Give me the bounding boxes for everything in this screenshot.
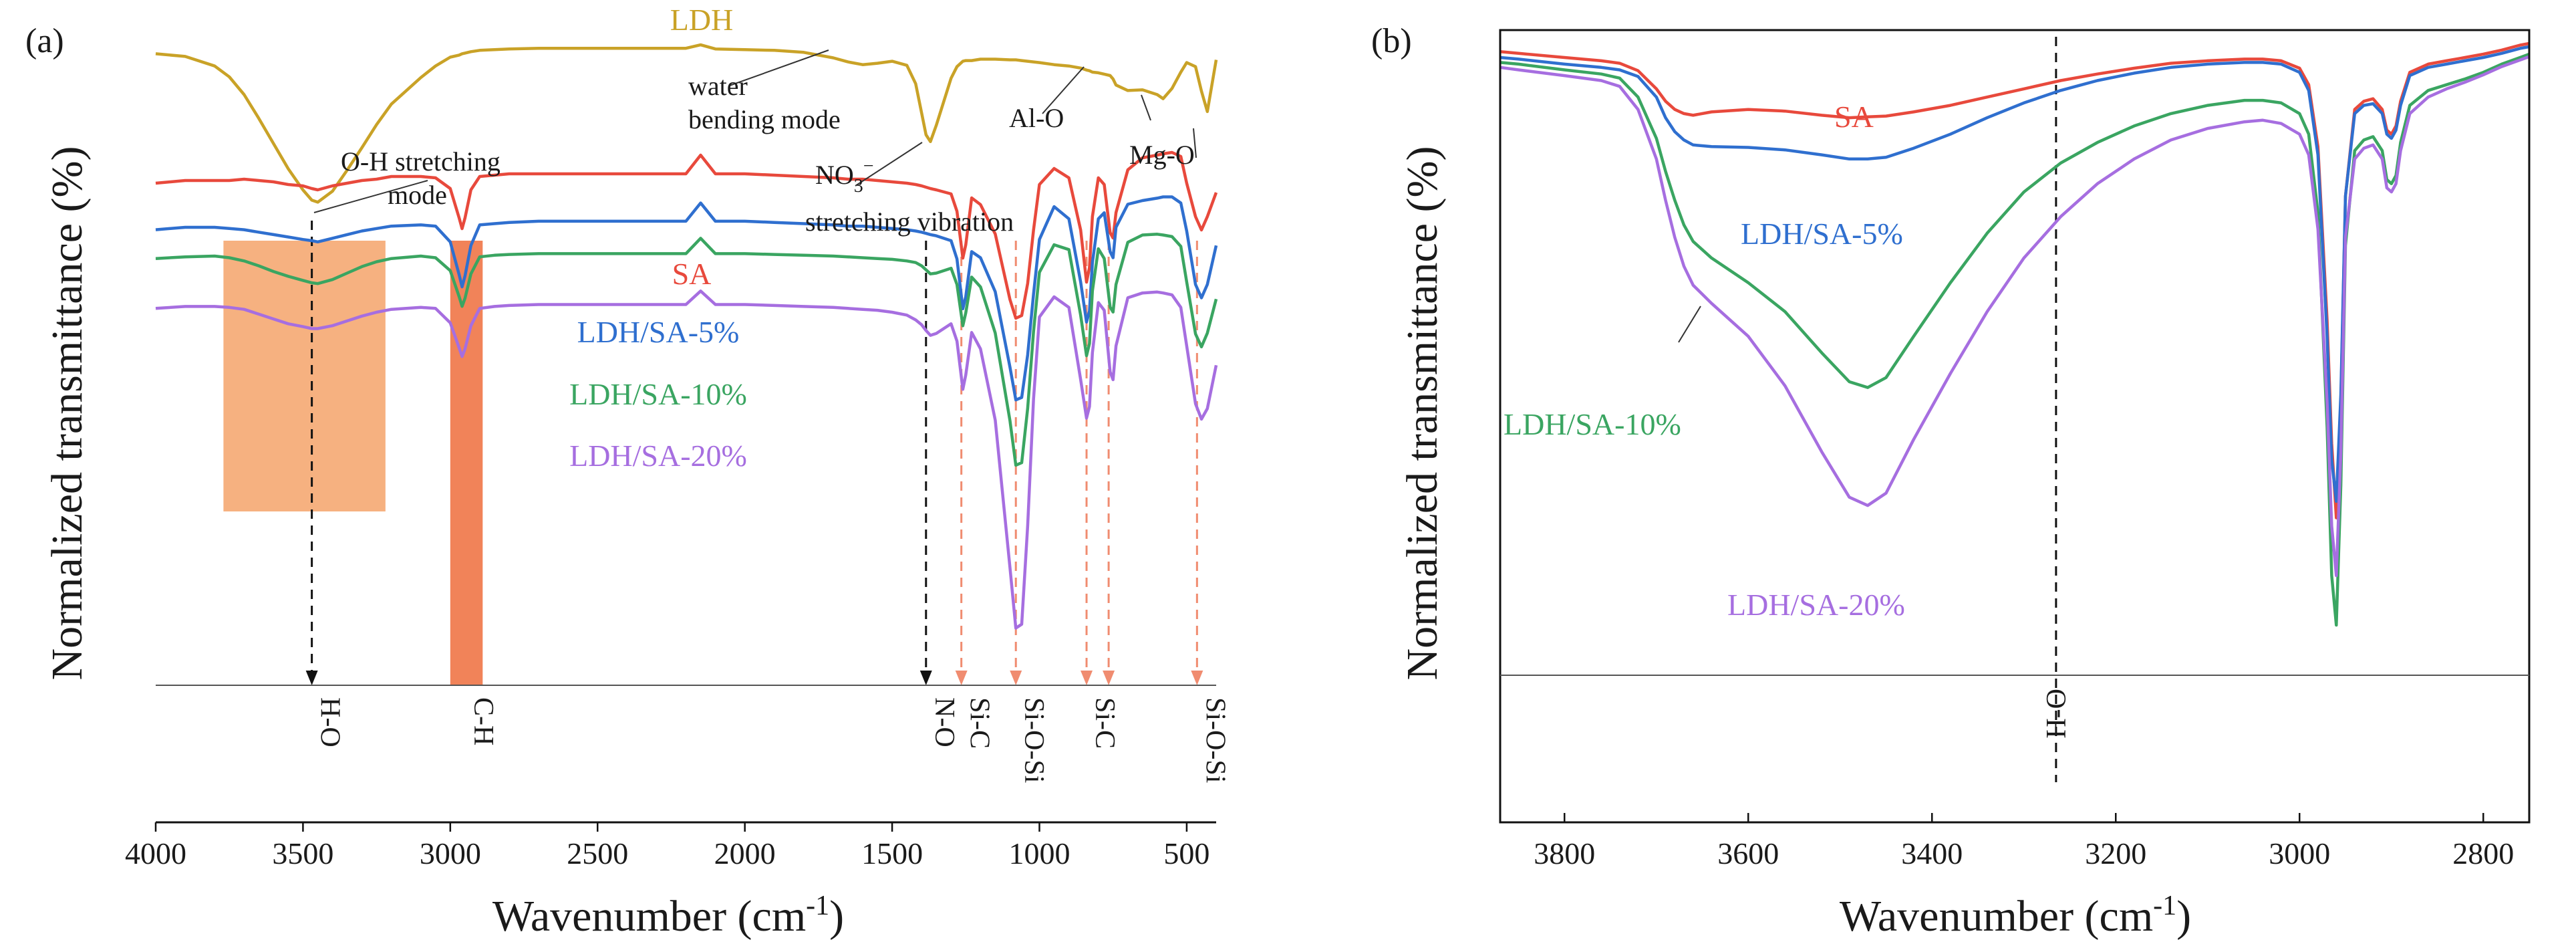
series-line-ldh-sa-10 bbox=[1499, 52, 2530, 627]
panel-a: (a) H-O C-H N-O Si-C Si-O-Si Si-C Si-O-Si LDHS… bbox=[25, 3, 1230, 941]
x-tick-label-3500: 3500 bbox=[272, 836, 333, 870]
ref-arrowhead-0 bbox=[305, 671, 318, 685]
x-tick-label-2500: 2500 bbox=[567, 836, 628, 870]
panel-a-axes: 4000 3500 3000 2500 2000 1500 1000 500 bbox=[125, 685, 1216, 870]
panel-b-series-group: SA LDH/SA-5% LDH/SA-10% LDH/SA-20% bbox=[1499, 41, 2530, 627]
series-label-ldh-sa-20: LDH/SA-20% bbox=[1727, 588, 1905, 622]
panel-b-plot-frame bbox=[1499, 29, 2531, 824]
series-line-sa bbox=[1499, 41, 2530, 519]
series-label-ldh-sa-5: LDH/SA-5% bbox=[577, 315, 740, 349]
ref-label-h-o: H-O bbox=[2041, 689, 2072, 739]
series-line-ldh-sa-20 bbox=[1499, 55, 2530, 578]
no3-pointer bbox=[855, 142, 923, 187]
panel-b-axes: 3800 3600 3400 3200 3000 2800 bbox=[1499, 29, 2531, 870]
series-label-ldh: LDH bbox=[670, 3, 734, 37]
panel-b-x-axis-title: Wavenumber (cm-1) bbox=[1840, 891, 2191, 941]
ref-arrowhead-6 bbox=[1103, 671, 1115, 685]
mgo-pointer-2 bbox=[1193, 128, 1197, 158]
series-line-sa bbox=[155, 150, 1218, 320]
ref-label-si-o-si-7: Si-O-Si bbox=[1199, 697, 1230, 783]
ref-label-si-c-5: Si-C bbox=[1089, 697, 1120, 749]
oh-annotation-line2: mode bbox=[388, 180, 447, 210]
alo-pointer bbox=[1042, 66, 1085, 114]
panel-a-annotation-pointers bbox=[313, 49, 1197, 213]
ref-arrowhead-7 bbox=[1191, 671, 1203, 685]
x-tick-label-3600: 3600 bbox=[1717, 836, 1779, 870]
series-label-ldh-sa-5: LDH/SA-5% bbox=[1741, 217, 1903, 251]
panel-a-y-axis-title: Normalized transmittance (%) bbox=[43, 146, 92, 681]
ref-label-h-o-0: H-O bbox=[315, 697, 345, 747]
panel-b-label: (b) bbox=[1371, 22, 1412, 60]
ref-label-c-h-1: C-H bbox=[468, 697, 498, 745]
panel-b: (b) H-O SALDH/SA-5%LDH/SA-10%LDH/SA-20% … bbox=[1371, 22, 2531, 941]
ref-arrowhead-2 bbox=[919, 671, 932, 685]
series-label-ldh-sa-20: LDH/SA-20% bbox=[569, 439, 747, 473]
highlight-band-c-h bbox=[450, 241, 483, 685]
panel-a-series-group: LDH SA LDH/SA-5% LDH/SA-10% LDH/SA-20% bbox=[155, 3, 1218, 630]
highlight-band-h-o bbox=[223, 241, 386, 511]
x-tick-label-3400: 3400 bbox=[1901, 836, 1963, 870]
ref-label-si-o-si-4: Si-O-Si bbox=[1018, 697, 1049, 783]
series-label-sa: SA bbox=[672, 257, 712, 291]
x-tick-label-1000: 1000 bbox=[1009, 836, 1070, 870]
panel-a-highlight-bands bbox=[223, 241, 483, 685]
x-tick-label-2800: 2800 bbox=[2452, 836, 2514, 870]
x-tick-label-500: 500 bbox=[1163, 836, 1209, 870]
x-tick-label-1500: 1500 bbox=[861, 836, 923, 870]
series-label-ldh-sa-10: LDH/SA-10% bbox=[1504, 407, 1681, 441]
series-label-ldh-sa-10: LDH/SA-10% bbox=[569, 377, 747, 411]
series-line-ldh-sa-5 bbox=[1499, 45, 2530, 503]
x-tick-label-3000: 3000 bbox=[2269, 836, 2330, 870]
ref-arrowhead-4 bbox=[1010, 671, 1022, 685]
mgo-annotation: Mg-O bbox=[1129, 140, 1195, 170]
series-line-ldh-sa-10 bbox=[155, 233, 1218, 467]
ref-label-si-c-3: Si-C bbox=[964, 697, 995, 749]
panel-b-reference-lines: H-O bbox=[2041, 37, 2072, 782]
no3-annotation-line1: NO3− bbox=[815, 156, 874, 197]
panel-a-x-axis-title: Wavenumber (cm-1) bbox=[492, 891, 844, 941]
ldh-sa-10-pointer bbox=[1678, 306, 1701, 343]
x-tick-label-2000: 2000 bbox=[714, 836, 776, 870]
x-tick-label-3200: 3200 bbox=[2085, 836, 2146, 870]
series-line-ldh-sa-5 bbox=[155, 195, 1218, 402]
no3-annotation-line2: stretching vibration bbox=[805, 207, 1014, 237]
ref-arrowhead-5 bbox=[1081, 671, 1093, 685]
x-tick-label-4000: 4000 bbox=[125, 836, 186, 870]
x-tick-label-3800: 3800 bbox=[1534, 836, 1595, 870]
series-label-sa: SA bbox=[1834, 100, 1874, 134]
ref-label-n-o-2: N-O bbox=[929, 697, 960, 747]
panel-a-label: (a) bbox=[25, 22, 64, 60]
ref-arrowhead-3 bbox=[955, 671, 968, 685]
mgo-pointer-1 bbox=[1141, 94, 1151, 121]
panel-b-y-axis-title: Normalized transmittance (%) bbox=[1398, 146, 1447, 681]
oh-pointer bbox=[313, 180, 428, 213]
series-line-ldh bbox=[155, 43, 1218, 204]
oh-annotation-line1: O-H stretching bbox=[341, 146, 500, 176]
x-tick-label-3000: 3000 bbox=[420, 836, 481, 870]
water-pointer bbox=[729, 49, 829, 86]
series-line-ldh-sa-20 bbox=[155, 289, 1218, 630]
water-annotation-line1: water bbox=[688, 71, 748, 101]
water-annotation-line2: bending mode bbox=[688, 104, 841, 134]
alo-annotation: Al-O bbox=[1009, 103, 1064, 133]
